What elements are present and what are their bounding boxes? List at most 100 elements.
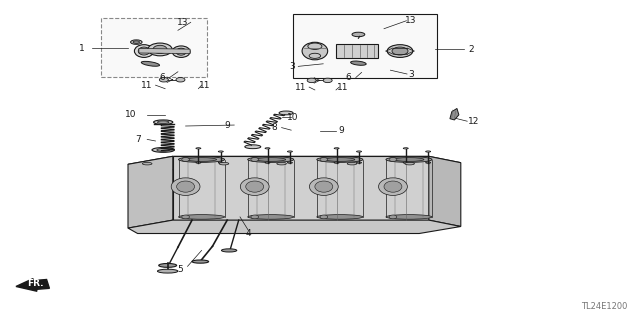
Ellipse shape: [317, 157, 363, 162]
Ellipse shape: [196, 148, 201, 149]
Text: 12: 12: [468, 117, 479, 126]
Circle shape: [251, 215, 259, 219]
Circle shape: [307, 78, 316, 83]
Ellipse shape: [172, 178, 200, 195]
Circle shape: [251, 158, 259, 161]
FancyArrow shape: [16, 279, 49, 291]
Text: TL24E1200: TL24E1200: [581, 302, 627, 311]
Ellipse shape: [196, 162, 201, 163]
Text: 11: 11: [295, 83, 307, 92]
Ellipse shape: [356, 151, 362, 152]
Ellipse shape: [403, 162, 408, 163]
Ellipse shape: [246, 181, 264, 192]
Ellipse shape: [403, 148, 408, 149]
Ellipse shape: [187, 158, 216, 161]
Ellipse shape: [302, 42, 328, 60]
Text: 13: 13: [405, 16, 417, 25]
Ellipse shape: [310, 178, 339, 195]
Ellipse shape: [248, 157, 294, 162]
Polygon shape: [139, 48, 190, 54]
Circle shape: [320, 215, 328, 219]
Text: FR.: FR.: [27, 279, 44, 288]
Ellipse shape: [218, 151, 223, 152]
Ellipse shape: [172, 46, 190, 57]
Ellipse shape: [176, 48, 186, 55]
Ellipse shape: [394, 158, 424, 161]
Ellipse shape: [352, 32, 365, 37]
Circle shape: [176, 78, 185, 82]
Ellipse shape: [131, 40, 142, 44]
Polygon shape: [128, 156, 461, 170]
Ellipse shape: [157, 149, 170, 151]
Circle shape: [159, 78, 168, 82]
Text: 6: 6: [159, 73, 164, 82]
Ellipse shape: [334, 148, 339, 149]
Bar: [101, 18, 207, 77]
Text: 5: 5: [178, 265, 183, 274]
Ellipse shape: [392, 47, 408, 55]
Text: 8: 8: [271, 123, 276, 132]
Ellipse shape: [287, 162, 292, 163]
Polygon shape: [429, 156, 461, 226]
Ellipse shape: [138, 47, 150, 55]
Text: 13: 13: [177, 18, 188, 27]
Ellipse shape: [334, 162, 339, 163]
Circle shape: [389, 158, 397, 161]
Ellipse shape: [221, 249, 237, 252]
Text: 11: 11: [337, 83, 348, 92]
Ellipse shape: [143, 162, 152, 165]
Ellipse shape: [277, 162, 287, 165]
Circle shape: [389, 215, 397, 219]
Text: 2: 2: [468, 45, 474, 54]
Text: 10: 10: [125, 110, 137, 119]
Bar: [293, 14, 437, 78]
Ellipse shape: [248, 215, 294, 219]
Ellipse shape: [317, 215, 363, 219]
Ellipse shape: [154, 120, 173, 124]
Ellipse shape: [141, 61, 159, 66]
Ellipse shape: [351, 61, 366, 65]
Ellipse shape: [219, 162, 229, 165]
Ellipse shape: [287, 151, 292, 152]
Text: 11: 11: [141, 81, 153, 90]
Ellipse shape: [384, 181, 402, 192]
Ellipse shape: [347, 162, 357, 165]
Ellipse shape: [157, 121, 169, 123]
Circle shape: [323, 78, 332, 83]
Circle shape: [182, 215, 189, 219]
Ellipse shape: [256, 158, 285, 161]
Ellipse shape: [192, 260, 209, 263]
Ellipse shape: [356, 162, 362, 163]
Polygon shape: [128, 220, 461, 234]
Circle shape: [320, 158, 328, 161]
Ellipse shape: [153, 45, 167, 54]
Ellipse shape: [404, 162, 415, 165]
Text: 3: 3: [289, 62, 294, 71]
Ellipse shape: [157, 269, 178, 273]
Text: 9: 9: [339, 126, 344, 135]
Ellipse shape: [279, 111, 293, 115]
Ellipse shape: [159, 263, 177, 267]
Ellipse shape: [265, 162, 270, 163]
Circle shape: [182, 158, 189, 161]
Ellipse shape: [177, 181, 195, 192]
Ellipse shape: [245, 145, 261, 149]
Text: 10: 10: [287, 113, 299, 122]
Ellipse shape: [133, 41, 140, 43]
Ellipse shape: [218, 162, 223, 163]
Ellipse shape: [265, 148, 270, 149]
Bar: [336, 44, 378, 58]
Ellipse shape: [134, 45, 154, 57]
Ellipse shape: [325, 158, 355, 161]
Text: 11: 11: [199, 81, 211, 90]
Polygon shape: [173, 156, 429, 220]
Ellipse shape: [179, 215, 225, 219]
Ellipse shape: [386, 157, 432, 162]
Ellipse shape: [386, 215, 432, 219]
Text: 6: 6: [346, 73, 351, 82]
Text: 3: 3: [408, 70, 413, 78]
Ellipse shape: [426, 162, 431, 163]
Polygon shape: [450, 108, 459, 120]
Ellipse shape: [148, 43, 172, 56]
Text: 4: 4: [246, 229, 251, 238]
